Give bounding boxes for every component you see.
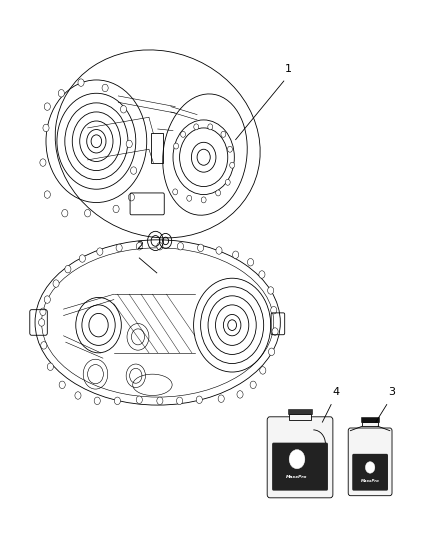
Circle shape bbox=[78, 79, 84, 86]
Circle shape bbox=[271, 306, 277, 314]
Circle shape bbox=[79, 255, 85, 262]
Text: 4: 4 bbox=[333, 387, 340, 397]
Circle shape bbox=[268, 348, 275, 356]
Circle shape bbox=[136, 396, 142, 403]
Circle shape bbox=[157, 397, 163, 405]
Text: 2: 2 bbox=[136, 240, 143, 251]
Circle shape bbox=[201, 197, 206, 203]
Circle shape bbox=[260, 367, 266, 374]
Circle shape bbox=[40, 159, 46, 166]
Circle shape bbox=[41, 342, 47, 349]
Circle shape bbox=[75, 392, 81, 399]
Circle shape bbox=[131, 167, 137, 174]
Circle shape bbox=[177, 243, 184, 250]
Circle shape bbox=[94, 397, 100, 405]
Circle shape bbox=[128, 193, 134, 201]
Circle shape bbox=[40, 308, 46, 316]
Circle shape bbox=[216, 247, 222, 254]
Circle shape bbox=[58, 90, 64, 97]
Circle shape bbox=[102, 84, 108, 92]
Circle shape bbox=[218, 395, 224, 402]
Circle shape bbox=[173, 143, 179, 149]
Circle shape bbox=[59, 381, 65, 389]
FancyBboxPatch shape bbox=[267, 417, 333, 498]
Text: 1: 1 bbox=[285, 63, 292, 74]
Circle shape bbox=[39, 319, 45, 326]
Circle shape bbox=[198, 244, 204, 252]
Text: MaxxPro: MaxxPro bbox=[361, 479, 379, 483]
Circle shape bbox=[120, 106, 127, 113]
Circle shape bbox=[44, 103, 50, 110]
Bar bbox=[362, 422, 378, 426]
FancyBboxPatch shape bbox=[348, 428, 392, 496]
Bar bbox=[288, 409, 312, 414]
Circle shape bbox=[208, 124, 213, 130]
Circle shape bbox=[250, 381, 256, 389]
Circle shape bbox=[47, 363, 53, 370]
Circle shape bbox=[237, 391, 243, 398]
Circle shape bbox=[215, 190, 221, 196]
Bar bbox=[361, 417, 379, 422]
Circle shape bbox=[247, 259, 254, 266]
Circle shape bbox=[113, 205, 119, 213]
FancyBboxPatch shape bbox=[272, 442, 328, 490]
Circle shape bbox=[126, 140, 132, 148]
Circle shape bbox=[187, 195, 192, 201]
Circle shape bbox=[259, 271, 265, 278]
Circle shape bbox=[289, 450, 305, 469]
Circle shape bbox=[44, 296, 50, 303]
Circle shape bbox=[116, 244, 122, 252]
Circle shape bbox=[44, 191, 50, 198]
Circle shape bbox=[173, 189, 178, 195]
Circle shape bbox=[196, 396, 202, 403]
Text: MaxxPro: MaxxPro bbox=[286, 475, 308, 479]
Circle shape bbox=[272, 328, 278, 335]
Bar bbox=[289, 414, 311, 420]
Text: 3: 3 bbox=[389, 387, 396, 397]
Circle shape bbox=[221, 131, 226, 138]
FancyBboxPatch shape bbox=[352, 454, 388, 490]
Circle shape bbox=[114, 397, 120, 405]
Bar bbox=[151, 133, 163, 163]
Circle shape bbox=[180, 131, 186, 138]
Circle shape bbox=[85, 209, 91, 217]
Circle shape bbox=[65, 265, 71, 273]
Circle shape bbox=[62, 209, 68, 217]
Circle shape bbox=[233, 251, 239, 259]
Circle shape bbox=[136, 243, 142, 250]
Circle shape bbox=[43, 124, 49, 132]
Circle shape bbox=[157, 243, 163, 250]
Circle shape bbox=[53, 280, 59, 287]
Circle shape bbox=[225, 179, 230, 185]
Circle shape bbox=[177, 397, 183, 405]
Circle shape bbox=[268, 287, 274, 294]
Circle shape bbox=[194, 124, 199, 130]
Circle shape bbox=[97, 248, 103, 255]
Circle shape bbox=[227, 146, 233, 152]
Circle shape bbox=[365, 462, 375, 473]
Circle shape bbox=[230, 162, 235, 168]
